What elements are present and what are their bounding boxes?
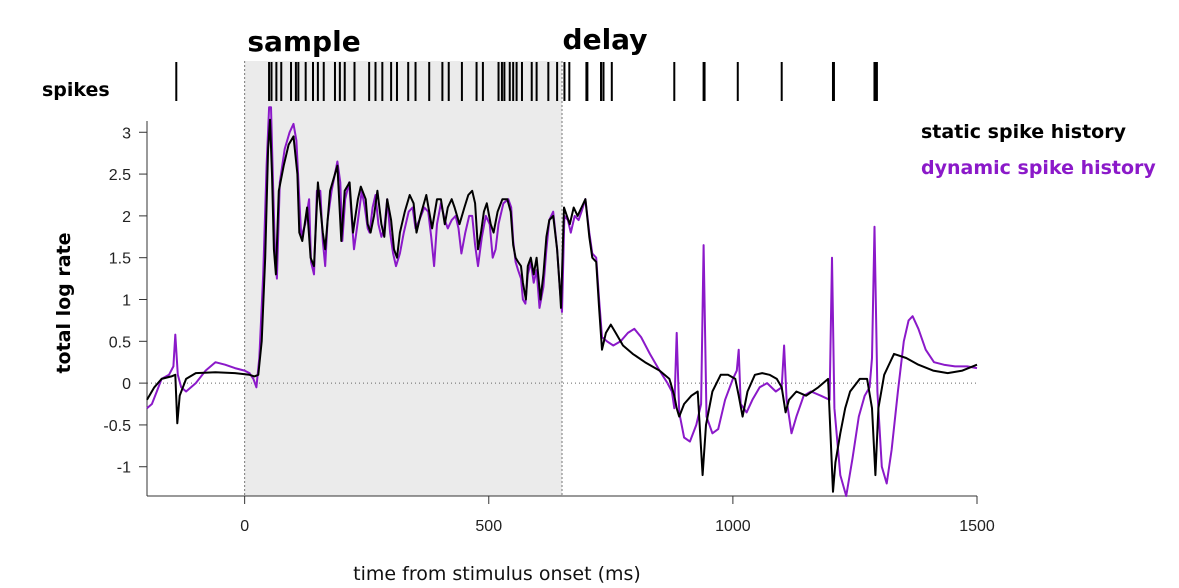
y-axis-ticks: -1 -0.5 0 0.5 1 1.5 2 2.5 3 (103, 125, 147, 477)
x-axis-ticks: 0 500 1000 1500 (240, 496, 995, 535)
x-tick-label: 1000 (715, 518, 751, 535)
legend-entry-static: static spike history (921, 121, 1127, 143)
y-tick-label: 2 (122, 209, 131, 226)
legend-entry-dynamic: dynamic spike history (921, 157, 1156, 179)
raster-label: spikes (42, 79, 110, 101)
y-tick-label: -1 (117, 460, 131, 477)
y-tick-label: 3 (122, 125, 131, 142)
x-tick-label: 500 (475, 518, 502, 535)
y-tick-label: 0 (122, 376, 131, 393)
series-line-static-spike-history (146, 118, 978, 493)
sample-epoch-shading (244, 61, 562, 496)
y-axis-title: total log rate (53, 232, 75, 373)
y-tick-label: 1.5 (109, 251, 131, 268)
x-axis-title: time from stimulus onset (ms) (353, 563, 641, 585)
spike-raster (175, 62, 878, 101)
axes (146, 121, 977, 497)
x-tick-label: 0 (240, 518, 249, 535)
y-tick-label: -0.5 (103, 418, 131, 435)
epoch-label-delay: delay (563, 23, 648, 56)
y-tick-label: 0.5 (109, 334, 131, 351)
x-tick-label: 1500 (959, 518, 995, 535)
y-tick-label: 2.5 (109, 167, 131, 184)
epoch-label-sample: sample (247, 25, 360, 58)
y-tick-label: 1 (122, 293, 131, 310)
